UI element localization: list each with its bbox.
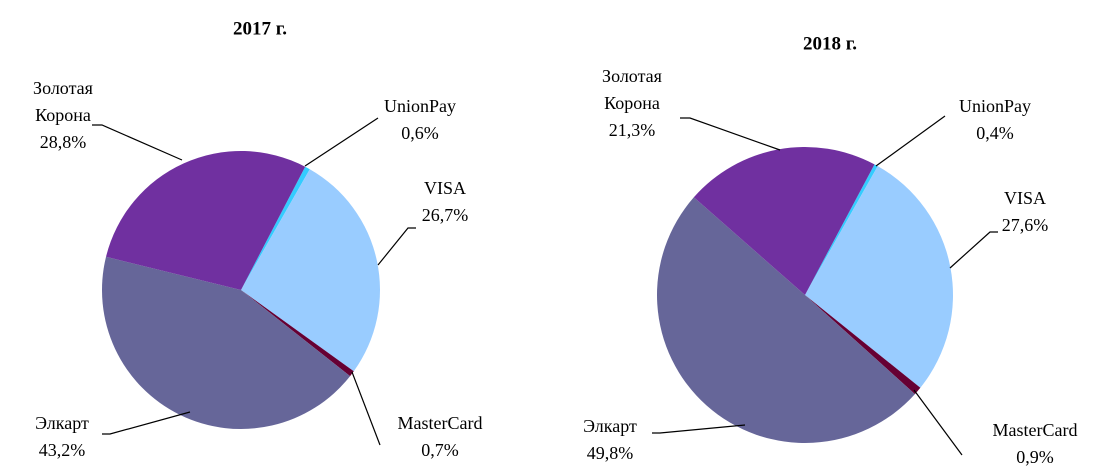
leader-line	[913, 389, 963, 456]
data-label-name: MasterCard	[398, 413, 483, 433]
pie-slice	[241, 169, 380, 372]
data-label-name: MasterCard	[993, 420, 1078, 440]
leader-line	[680, 117, 781, 151]
leader-line	[92, 124, 183, 161]
data-label-value: 27,6%	[1002, 215, 1049, 235]
pie-slice	[693, 147, 875, 295]
pie-slice	[805, 295, 921, 395]
leader-line	[304, 117, 379, 167]
data-label-name: UnionPay	[959, 96, 1031, 116]
pie-slice	[102, 256, 351, 430]
leader-line	[949, 231, 998, 269]
data-label-value: 21,3%	[609, 120, 656, 140]
data-label-value: 0,9%	[1016, 447, 1054, 466]
pie-slice	[657, 197, 915, 443]
data-label-name: UnionPay	[384, 96, 456, 116]
data-label-name: Золотая Корона	[33, 78, 93, 125]
leader-line	[875, 115, 946, 167]
data-label-value: 28,8%	[40, 132, 87, 152]
data-label-name: Золотая Корона	[602, 66, 662, 113]
pie-slice	[106, 151, 306, 290]
data-label-value: 43,2%	[39, 440, 86, 460]
leader-line	[351, 371, 381, 446]
data-label-value: 0,7%	[421, 440, 459, 460]
chart-title: 2018 г.	[803, 33, 857, 54]
pie-slice	[241, 166, 310, 290]
pie-slice	[805, 166, 953, 388]
data-label-value: 49,8%	[587, 443, 634, 463]
leader-line	[102, 411, 191, 435]
pie-slice	[241, 290, 354, 377]
pie-slice	[805, 164, 878, 295]
chart-title: 2017 г.	[233, 18, 287, 39]
data-label-name: VISA	[424, 178, 466, 198]
data-label-value: 0,4%	[976, 123, 1014, 143]
data-label-value: 26,7%	[422, 205, 469, 225]
leader-line	[652, 424, 746, 434]
data-label-name: Элкарт	[583, 416, 637, 436]
data-label-value: 0,6%	[401, 123, 439, 143]
leader-line	[377, 227, 416, 266]
data-label-name: VISA	[1004, 188, 1046, 208]
data-label-name: Элкарт	[35, 413, 89, 433]
